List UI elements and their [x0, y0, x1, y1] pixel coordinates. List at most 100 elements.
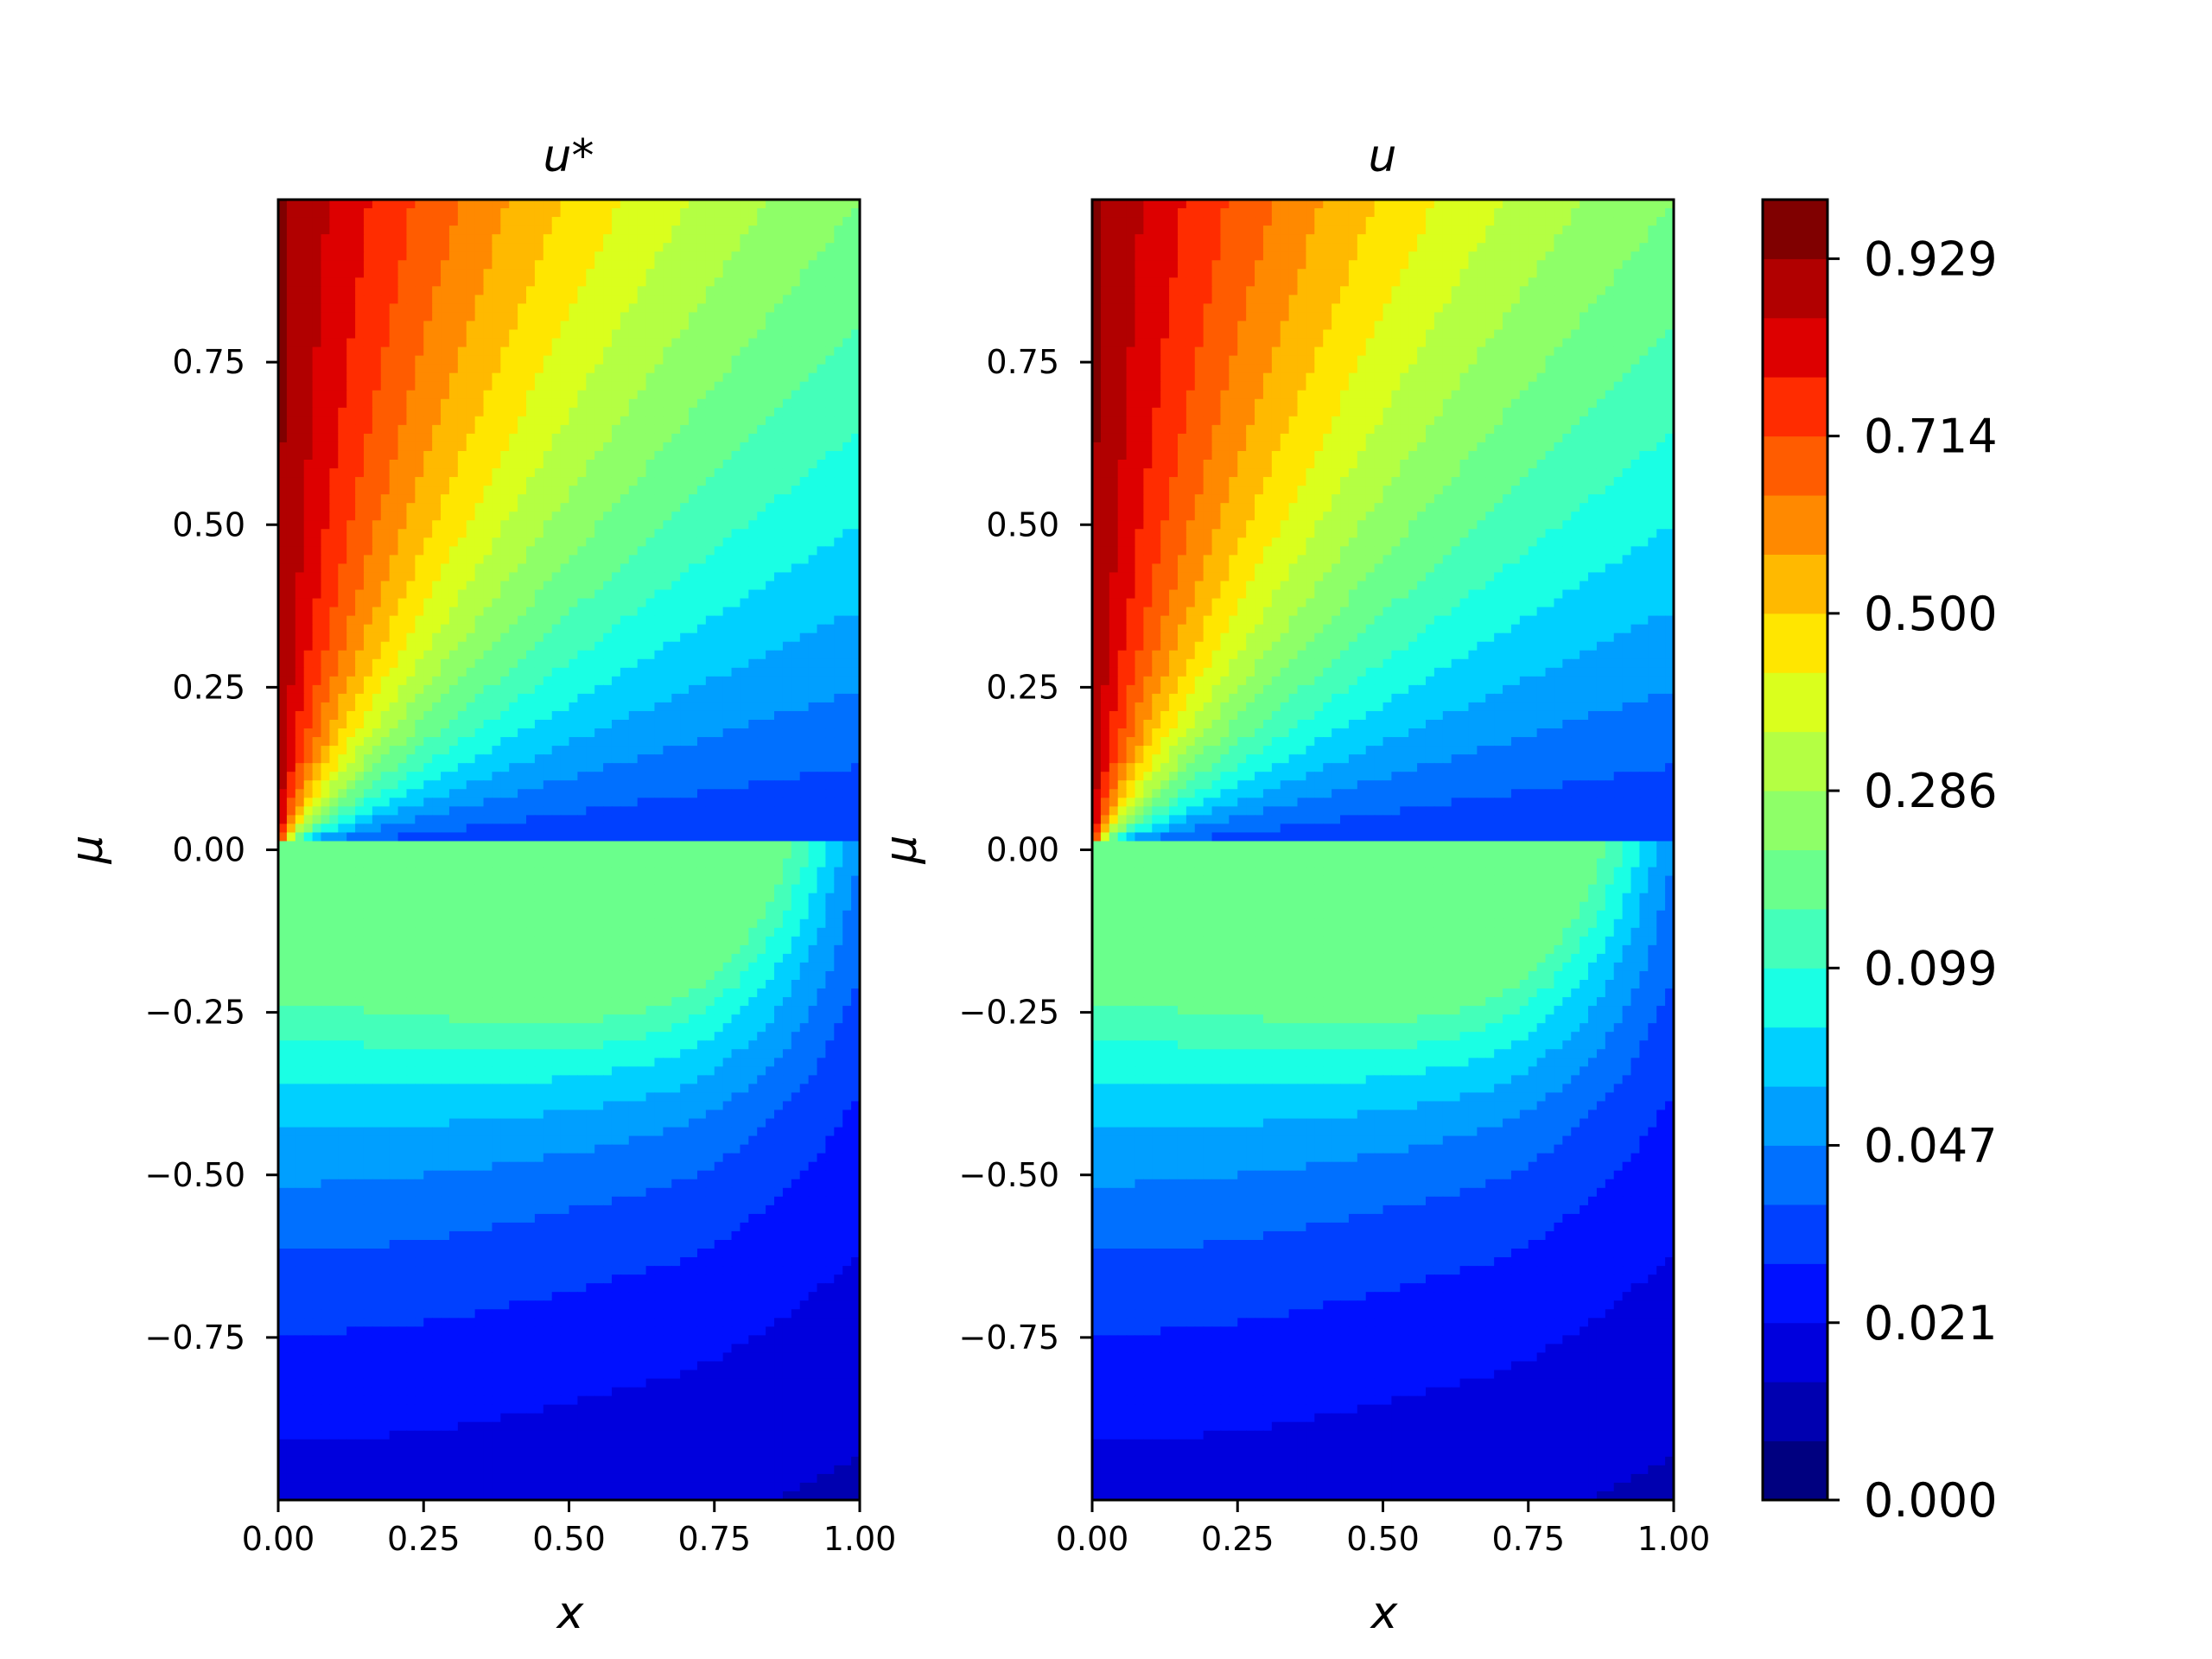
contour-cell	[363, 381, 373, 391]
contour-cell	[355, 702, 365, 712]
contour-cell	[415, 737, 424, 747]
contour-cell	[355, 312, 365, 322]
contour-cell	[466, 407, 476, 417]
contour-cell	[500, 277, 510, 287]
contour-cell	[757, 720, 766, 729]
contour-cell	[295, 200, 305, 209]
contour-cell	[603, 624, 613, 634]
contour-cell	[303, 693, 314, 703]
contour-cell	[851, 520, 860, 530]
contour-cell	[448, 477, 459, 486]
contour-cell	[415, 806, 424, 816]
contour-cell	[611, 520, 621, 530]
contour-cell	[645, 581, 656, 591]
contour-cell	[722, 286, 733, 296]
contour-cell	[663, 303, 672, 314]
contour-field-u-star	[278, 200, 860, 1500]
contour-cell	[303, 780, 314, 790]
contour-cell	[441, 286, 450, 296]
contour-cell	[303, 243, 314, 252]
contour-cell	[466, 338, 476, 348]
contour-cell	[389, 806, 399, 816]
contour-cell	[637, 581, 647, 591]
contour-cell	[492, 217, 501, 226]
contour-cell	[714, 303, 724, 314]
contour-cell	[766, 529, 775, 538]
contour-cell	[518, 676, 527, 686]
contour-cell	[740, 486, 749, 495]
contour-cell	[757, 503, 766, 512]
contour-cell	[799, 450, 810, 461]
contour-cell	[620, 269, 630, 278]
contour-cell	[722, 684, 733, 695]
contour-cell	[441, 632, 450, 643]
contour-cell	[518, 632, 527, 643]
contour-cell	[363, 746, 373, 755]
contour-cell	[569, 798, 578, 807]
contour-cell	[518, 468, 527, 478]
contour-cell	[663, 598, 672, 608]
contour-cell	[372, 277, 382, 287]
contour-cell	[346, 512, 356, 521]
contour-cell	[518, 398, 527, 409]
contour-cell	[441, 537, 450, 547]
contour-cell	[466, 529, 476, 538]
contour-cell	[551, 338, 562, 348]
contour-cell	[663, 312, 672, 322]
contour-cell	[791, 772, 801, 781]
contour-cell	[808, 286, 818, 296]
contour-cell	[680, 217, 690, 226]
contour-cell	[397, 460, 408, 469]
contour-cell	[671, 433, 681, 443]
contour-cell	[518, 442, 527, 452]
contour-cell	[389, 737, 399, 747]
contour-cell	[628, 486, 639, 495]
contour-cell	[586, 728, 595, 738]
contour-cell	[722, 720, 733, 729]
contour-cell	[782, 693, 792, 703]
contour-cell	[791, 728, 801, 738]
contour-cell	[696, 295, 707, 304]
contour-cell	[740, 702, 749, 712]
contour-cell	[645, 658, 656, 669]
contour-cell	[569, 512, 578, 521]
contour-cell	[689, 364, 698, 374]
contour-cell	[474, 295, 485, 304]
contour-cell	[791, 763, 801, 772]
contour-cell	[286, 486, 296, 495]
contour-cell	[346, 234, 356, 244]
contour-cell	[799, 303, 810, 314]
contour-cell	[338, 555, 347, 564]
contour-cell	[766, 632, 775, 643]
contour-cell	[534, 226, 544, 235]
contour-cell	[423, 364, 433, 374]
contour-cell	[586, 269, 595, 278]
contour-cell	[329, 295, 339, 304]
contour-cell	[526, 546, 536, 556]
contour-cell	[817, 572, 827, 582]
contour-cell	[406, 728, 416, 738]
contour-cell	[303, 823, 314, 834]
contour-cell	[628, 746, 639, 755]
contour-cell	[534, 260, 544, 270]
contour-cell	[671, 286, 681, 296]
contour-cell	[441, 243, 450, 252]
contour-cell	[397, 806, 408, 816]
contour-cell	[312, 208, 322, 218]
contour-cell	[526, 772, 536, 781]
contour-cell	[534, 658, 544, 669]
contour-cell	[637, 295, 647, 304]
contour-cell	[628, 563, 639, 574]
contour-cell	[748, 763, 758, 772]
contour-cell	[663, 226, 672, 235]
contour-cell	[441, 684, 450, 695]
contour-cell	[551, 815, 562, 824]
contour-cell	[628, 693, 639, 703]
contour-cell	[415, 667, 424, 677]
contour-cell	[397, 658, 408, 669]
contour-cell	[295, 632, 305, 643]
contour-cell	[329, 537, 339, 547]
contour-cell	[851, 494, 860, 504]
contour-cell	[389, 269, 399, 278]
contour-cell	[551, 832, 562, 842]
